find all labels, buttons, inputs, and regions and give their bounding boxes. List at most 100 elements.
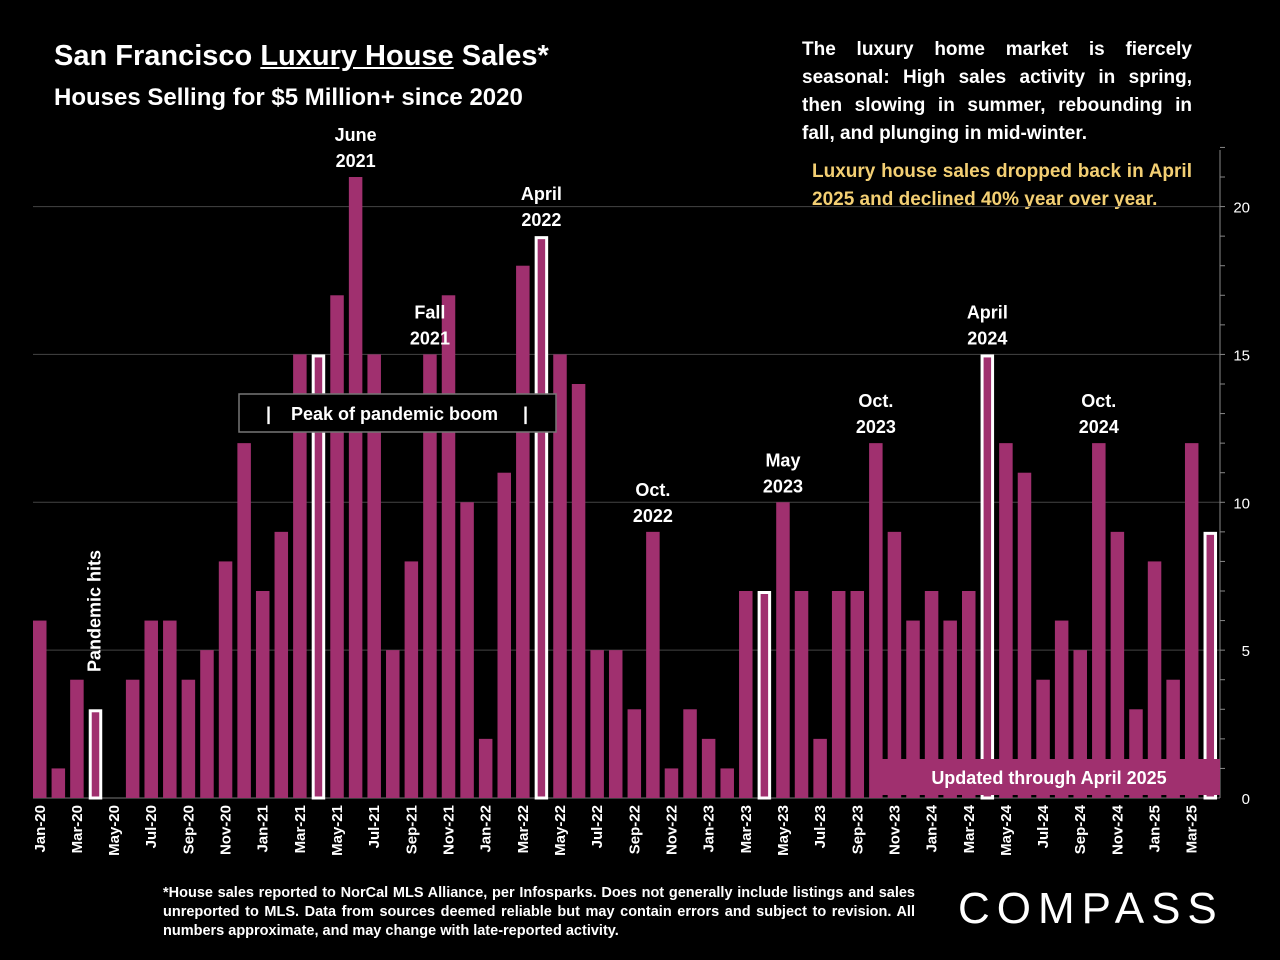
y-tick-label: 0 (1242, 791, 1250, 808)
bar-highlighted (757, 591, 772, 800)
bar (293, 354, 307, 798)
chart-title: San Francisco Luxury House Sales* (54, 40, 549, 72)
bar (1110, 531, 1125, 798)
bar (776, 502, 790, 798)
bar (163, 620, 177, 798)
peak-label: | Peak of pandemic boom | (266, 404, 528, 424)
x-tick-label: Mar-23 (738, 805, 755, 853)
x-tick-label: Nov-24 (1109, 804, 1126, 855)
bar (274, 531, 289, 798)
bar (1147, 561, 1162, 798)
x-tick-label: Jul-21 (366, 805, 383, 848)
annotation: May 2023 (763, 450, 803, 496)
peak-label-box (238, 393, 557, 433)
x-tick-label: Jan-25 (1147, 805, 1164, 853)
x-tick-label: Mar-25 (1184, 805, 1201, 853)
x-tick-label: Jul-22 (589, 805, 606, 848)
title-underlined: Luxury House (260, 40, 454, 72)
annotation: Oct. 2022 (633, 480, 673, 526)
y-tick-label: 20 (1233, 200, 1250, 217)
bar (460, 502, 474, 798)
x-tick-label: Sep-23 (849, 805, 866, 854)
x-tick-label: May-24 (998, 804, 1015, 856)
bar (943, 620, 957, 798)
x-tick-label: Sep-24 (1072, 804, 1089, 854)
bar (218, 561, 233, 798)
bar (887, 531, 902, 798)
highlight-note: Luxury house sales dropped back in April… (812, 161, 1192, 210)
bar (441, 295, 456, 798)
bar (701, 738, 716, 798)
bar (869, 443, 883, 798)
bar (608, 650, 623, 798)
bar (850, 591, 865, 798)
x-tick-label: Jan-23 (701, 805, 718, 853)
bar (590, 650, 604, 798)
bar (1017, 472, 1032, 798)
bar (627, 709, 642, 798)
bar-highlighted (534, 236, 549, 800)
x-tick-label: Jul-23 (812, 805, 829, 848)
bar (255, 591, 270, 798)
bar (906, 620, 920, 798)
footnote: *House sales reported to NorCal MLS Alli… (163, 885, 915, 939)
bar (664, 768, 679, 798)
bar (924, 591, 939, 798)
x-tick-label: Nov-22 (663, 805, 680, 855)
y-tick-label: 15 (1233, 347, 1250, 364)
bar-highlighted (1203, 531, 1218, 800)
bar (348, 177, 363, 798)
updated-banner (882, 759, 1220, 795)
bar (813, 738, 827, 798)
bar (33, 620, 47, 798)
bar (1054, 620, 1069, 798)
bar (404, 561, 419, 798)
annotation: April 2024 (967, 302, 1008, 348)
bar (386, 650, 400, 798)
bar (478, 738, 493, 798)
bar (423, 354, 437, 798)
bar (1092, 443, 1106, 798)
x-tick-label: May-21 (329, 805, 346, 856)
bar (1184, 443, 1199, 798)
x-tick-label: May-22 (552, 805, 569, 856)
chart-subtitle: Houses Selling for $5 Million+ since 202… (54, 84, 523, 111)
y-tick-label: 10 (1233, 495, 1250, 512)
bar (497, 472, 511, 798)
bar-highlighted (88, 709, 103, 800)
x-tick-label: Jul-20 (143, 805, 160, 848)
x-tick-label: May-20 (106, 805, 123, 856)
bar (553, 354, 567, 798)
x-tick-label: Jan-21 (255, 805, 272, 853)
bar (794, 591, 809, 798)
bar (51, 768, 66, 798)
bar (739, 591, 753, 798)
bar (125, 679, 140, 798)
bar (571, 384, 586, 798)
x-tick-label: Nov-23 (886, 805, 903, 855)
bar (200, 650, 214, 798)
updated-label: Updated through April 2025 (931, 768, 1166, 788)
bar (646, 531, 660, 798)
x-tick-label: Jan-20 (32, 805, 49, 853)
x-tick-label: Nov-21 (441, 805, 458, 855)
bar (181, 679, 196, 798)
pandemic-label: Pandemic hits (84, 550, 104, 672)
bar (330, 295, 344, 798)
x-tick-label: Mar-22 (515, 805, 532, 853)
bar (70, 679, 84, 798)
x-tick-label: Jan-24 (924, 804, 941, 852)
annotation: Fall 2021 (410, 302, 450, 348)
annotation: Oct. 2023 (856, 391, 896, 437)
x-tick-label: May-23 (775, 805, 792, 856)
bar (831, 591, 846, 798)
annotation: Oct. 2024 (1079, 391, 1119, 437)
annotation: June 2021 (335, 125, 377, 171)
bar (999, 443, 1013, 798)
bar-highlighted (311, 354, 326, 800)
bar (683, 709, 697, 798)
x-tick-label: Nov-20 (218, 805, 235, 855)
bar (962, 591, 976, 798)
bar (367, 354, 381, 798)
bar (144, 620, 158, 798)
